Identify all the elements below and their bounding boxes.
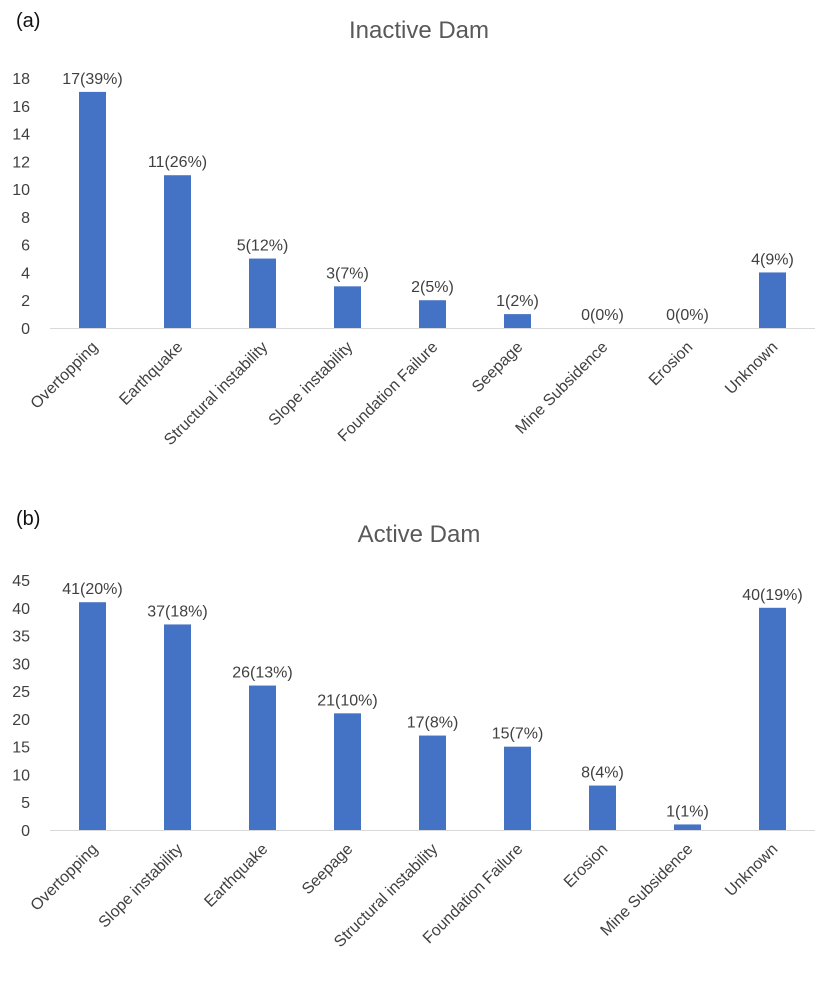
y-tick-label: 0 — [21, 321, 30, 338]
y-tick-label: 0 — [21, 823, 30, 840]
bar — [164, 175, 191, 328]
chart-title: Inactive Dam — [349, 17, 489, 44]
category-label: Mine Subsidence — [598, 841, 697, 940]
y-tick-label: 5 — [21, 795, 30, 812]
bar — [334, 713, 361, 830]
bar-chart-inactive-dam: Inactive Dam 0 2 4 6 8 10 12 14 16 18 17(39%) Overto… — [12, 17, 815, 449]
chart-panel-a: (a) Inactive Dam 0 2 4 6 8 10 12 14 16 18 17(39%) Ov… — [0, 0, 838, 490]
data-label: 5(12%) — [237, 238, 289, 255]
y-tick-label: 8 — [21, 210, 30, 227]
bar — [419, 735, 446, 830]
bar — [249, 685, 276, 830]
bar — [79, 602, 106, 830]
y-tick-label: 30 — [12, 656, 30, 673]
bar — [504, 314, 531, 328]
data-label: 2(5%) — [411, 279, 454, 296]
bar — [79, 91, 106, 328]
data-label: 17(8%) — [407, 715, 459, 732]
y-tick-label: 15 — [12, 740, 30, 757]
bar — [334, 286, 361, 328]
bar — [589, 785, 616, 830]
category-label: Erosion — [646, 339, 696, 389]
y-tick-label: 14 — [12, 127, 30, 144]
data-label: 21(10%) — [317, 692, 377, 709]
category-label: Mine Subsidence — [513, 339, 612, 438]
category-label: Erosion — [561, 841, 611, 891]
data-label: 15(7%) — [492, 726, 544, 743]
data-label: 3(7%) — [326, 265, 369, 282]
bar — [249, 258, 276, 328]
y-tick-label: 6 — [21, 238, 30, 255]
category-label: Slope instability — [266, 339, 357, 430]
category-label: Unknown — [722, 841, 781, 900]
bar — [674, 824, 701, 830]
data-label: 11(26%) — [148, 154, 207, 171]
data-label: 37(18%) — [147, 603, 207, 620]
chart-panel-b: (b) Active Dam 0 5 10 15 20 25 30 35 40 45 41(20%) O… — [0, 500, 838, 998]
y-tick-label: 25 — [12, 684, 30, 701]
bar — [759, 272, 786, 328]
y-tick-label: 2 — [21, 293, 30, 310]
data-label: 40(19%) — [742, 587, 802, 604]
chart-title: Active Dam — [358, 521, 481, 548]
bar-chart-active-dam: Active Dam 0 5 10 15 20 25 30 35 40 45 41(20%) Overt… — [12, 521, 815, 951]
category-label: Slope instability — [96, 841, 187, 932]
category-label: Overtopping — [28, 841, 102, 915]
category-label: Seepage — [299, 841, 356, 898]
y-tick-label: 4 — [21, 265, 30, 282]
data-label: 41(20%) — [62, 581, 122, 598]
category-label: Overtopping — [28, 339, 102, 413]
panel-label: (b) — [16, 508, 41, 530]
y-tick-label: 35 — [12, 629, 30, 646]
data-label: 0(0%) — [666, 307, 709, 324]
data-label: 26(13%) — [232, 665, 292, 682]
y-tick-label: 40 — [12, 601, 30, 618]
category-label: Unknown — [722, 339, 781, 398]
y-tick-label: 10 — [12, 767, 30, 784]
bar — [759, 607, 786, 830]
panel-label: (a) — [16, 10, 41, 32]
bar — [419, 300, 446, 328]
category-label: Earthquake — [201, 841, 271, 911]
data-label: 0(0%) — [581, 307, 624, 324]
category-label: Seepage — [469, 339, 526, 396]
data-label: 17(39%) — [62, 71, 122, 88]
y-tick-label: 45 — [12, 573, 30, 590]
y-tick-label: 12 — [12, 154, 30, 171]
bar — [164, 624, 191, 830]
data-label: 1(1%) — [666, 803, 709, 820]
category-label: Earthquake — [116, 339, 186, 409]
y-tick-label: 10 — [12, 182, 30, 199]
data-label: 1(2%) — [496, 293, 539, 310]
data-label: 8(4%) — [581, 765, 624, 782]
data-label: 4(9%) — [751, 251, 794, 268]
y-tick-label: 18 — [12, 71, 30, 88]
bar — [504, 746, 531, 830]
y-tick-label: 20 — [12, 712, 30, 729]
y-tick-label: 16 — [12, 99, 30, 116]
